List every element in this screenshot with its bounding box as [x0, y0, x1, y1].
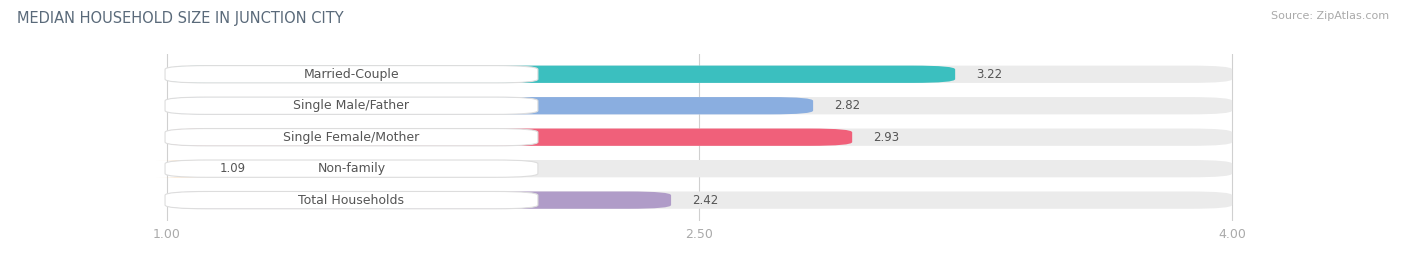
Text: Single Female/Mother: Single Female/Mother — [284, 131, 419, 144]
FancyBboxPatch shape — [167, 160, 1232, 177]
FancyBboxPatch shape — [165, 129, 538, 146]
FancyBboxPatch shape — [167, 97, 1232, 114]
Text: MEDIAN HOUSEHOLD SIZE IN JUNCTION CITY: MEDIAN HOUSEHOLD SIZE IN JUNCTION CITY — [17, 11, 343, 26]
FancyBboxPatch shape — [165, 192, 538, 209]
FancyBboxPatch shape — [167, 97, 813, 114]
FancyBboxPatch shape — [167, 192, 1232, 209]
Text: Single Male/Father: Single Male/Father — [294, 99, 409, 112]
Text: Total Households: Total Households — [298, 194, 405, 207]
Text: 1.09: 1.09 — [221, 162, 246, 175]
FancyBboxPatch shape — [167, 66, 1232, 83]
FancyBboxPatch shape — [167, 129, 1232, 146]
Text: Married-Couple: Married-Couple — [304, 68, 399, 81]
FancyBboxPatch shape — [167, 129, 852, 146]
Text: 2.42: 2.42 — [692, 194, 718, 207]
Text: 2.82: 2.82 — [834, 99, 860, 112]
FancyBboxPatch shape — [167, 66, 955, 83]
FancyBboxPatch shape — [156, 160, 209, 177]
FancyBboxPatch shape — [165, 97, 538, 114]
Text: Non-family: Non-family — [318, 162, 385, 175]
FancyBboxPatch shape — [165, 66, 538, 83]
Text: Source: ZipAtlas.com: Source: ZipAtlas.com — [1271, 11, 1389, 21]
FancyBboxPatch shape — [167, 192, 671, 209]
Text: 3.22: 3.22 — [976, 68, 1002, 81]
Text: 2.93: 2.93 — [873, 131, 900, 144]
FancyBboxPatch shape — [165, 160, 538, 177]
